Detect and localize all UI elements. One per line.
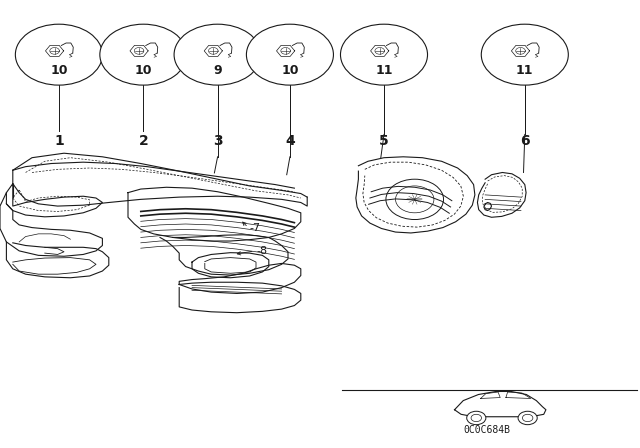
Text: 2: 2 [138, 134, 148, 148]
Text: 10: 10 [281, 64, 299, 77]
Text: 1: 1 [54, 134, 64, 148]
Text: -8: -8 [256, 246, 267, 256]
Text: 10: 10 [134, 64, 152, 77]
Text: 5: 5 [379, 134, 389, 148]
Circle shape [467, 411, 486, 425]
Circle shape [246, 24, 333, 85]
Circle shape [100, 24, 187, 85]
Text: 11: 11 [375, 64, 393, 77]
Text: 0C0C684B: 0C0C684B [463, 426, 510, 435]
Circle shape [340, 24, 428, 85]
Text: 3: 3 [212, 134, 223, 148]
Text: -7: -7 [250, 223, 260, 233]
Text: 9: 9 [213, 64, 222, 77]
Circle shape [174, 24, 261, 85]
Text: 4: 4 [285, 134, 295, 148]
Circle shape [481, 24, 568, 85]
Text: 11: 11 [516, 64, 534, 77]
Text: 10: 10 [50, 64, 68, 77]
Circle shape [518, 411, 537, 425]
Text: 6: 6 [520, 134, 530, 148]
Circle shape [15, 24, 102, 85]
